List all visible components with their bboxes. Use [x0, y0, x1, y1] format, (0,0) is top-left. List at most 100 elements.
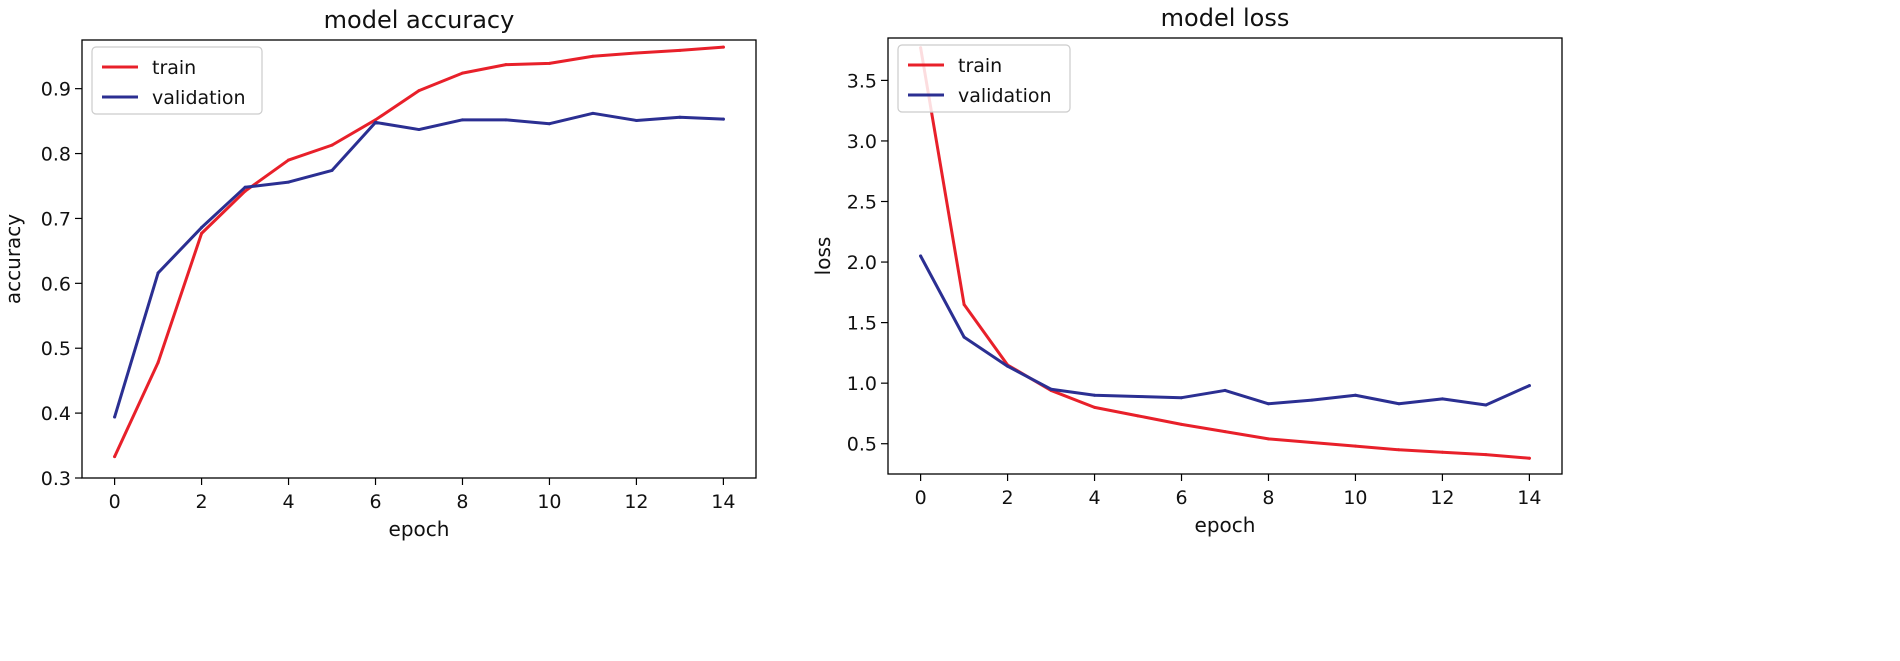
loss-train-point [1397, 448, 1401, 452]
loss-validation-point [1353, 393, 1357, 397]
accuracy-y-tick-label: 0.5 [41, 338, 71, 360]
loss-train-point [1440, 450, 1444, 454]
loss-train-point [1223, 430, 1227, 434]
loss-axes-frame [887, 37, 1563, 475]
accuracy-validation-point [330, 168, 334, 172]
loss-y-tick-label: 3.5 [847, 70, 877, 92]
loss-y-tick-label: 0.5 [847, 434, 877, 456]
accuracy-validation-point [678, 115, 682, 119]
accuracy-validation-point [721, 117, 725, 121]
accuracy-train-point [417, 89, 421, 93]
loss-train-point [1527, 456, 1531, 460]
accuracy-validation-point [417, 128, 421, 132]
loss-train-point [1484, 453, 1488, 457]
loss-validation-point [1136, 394, 1140, 398]
loss-train-point [1310, 441, 1314, 445]
accuracy-train-point [156, 360, 160, 364]
loss-x-tick-label: 6 [1175, 487, 1187, 509]
loss-x-tick-label: 4 [1089, 487, 1101, 509]
loss-validation-point [962, 335, 966, 339]
accuracy-train-point [113, 455, 117, 459]
loss-train-point [1136, 414, 1140, 418]
accuracy-validation-point [156, 271, 160, 275]
accuracy-validation-point [591, 111, 595, 115]
accuracy-x-tick-label: 12 [624, 491, 648, 513]
loss-chart: model loss 0 2 4 6 8 10 12 14 0.5 1.0 1.5 2.0 2.5 3.0 3… [811, 4, 1563, 537]
accuracy-validation-point [113, 415, 117, 419]
accuracy-validation-point [374, 120, 378, 124]
loss-validation-line [919, 254, 1531, 407]
loss-validation-point [919, 254, 923, 258]
accuracy-validation-point [243, 185, 247, 189]
loss-train-point [1180, 422, 1184, 426]
loss-validation-point [1266, 402, 1270, 406]
accuracy-axes-frame [81, 39, 757, 479]
accuracy-x-tick-label: 0 [109, 491, 121, 513]
loss-train-point [1266, 437, 1270, 441]
loss-y-tick-label: 1.5 [847, 313, 877, 335]
loss-x-tick-label: 12 [1430, 487, 1454, 509]
loss-validation-point [1310, 398, 1314, 402]
accuracy-x-tick-label: 4 [283, 491, 295, 513]
accuracy-y-tick-label: 0.6 [41, 273, 71, 295]
loss-legend-validation-label: validation [958, 85, 1052, 107]
loss-validation-point [1527, 384, 1531, 388]
loss-x-tick-label: 2 [1002, 487, 1014, 509]
loss-train-point [1353, 444, 1357, 448]
accuracy-y-tick-label: 0.4 [41, 403, 71, 425]
accuracy-y-axis-label: accuracy [1, 214, 25, 304]
loss-x-tick-label: 8 [1262, 487, 1274, 509]
accuracy-train-point [330, 143, 334, 147]
accuracy-x-axis-label: epoch [389, 517, 450, 541]
loss-validation-point [1397, 402, 1401, 406]
accuracy-x-tick-label: 8 [456, 491, 468, 513]
loss-y-axis-label: loss [811, 237, 835, 276]
loss-validation-point [1006, 364, 1010, 368]
loss-y-tick-label: 1.0 [847, 373, 877, 395]
accuracy-train-point [200, 231, 204, 235]
accuracy-train-point [460, 71, 464, 75]
accuracy-y-tick-label: 0.7 [41, 208, 71, 230]
accuracy-y-tick-label: 0.8 [41, 144, 71, 166]
loss-validation-point [1440, 397, 1444, 401]
accuracy-train-point [504, 63, 508, 67]
loss-validation-point [1484, 403, 1488, 407]
loss-validation-point [1093, 393, 1097, 397]
loss-train-point [1093, 405, 1097, 409]
accuracy-y-tick-label: 0.3 [41, 468, 71, 490]
accuracy-y-tick-label: 0.9 [41, 79, 71, 101]
loss-x-tick-label: 14 [1517, 487, 1541, 509]
accuracy-chart: model accuracy 0 2 4 6 8 10 12 14 0.3 0.4 0.5 0.6 0.7… [1, 6, 757, 541]
loss-y-tick-label: 3.0 [847, 131, 877, 153]
loss-x-tick-label: 0 [915, 487, 927, 509]
accuracy-validation-point [287, 180, 291, 184]
loss-validation-point [1223, 388, 1227, 392]
accuracy-x-tick-label: 14 [711, 491, 735, 513]
accuracy-validation-point [200, 226, 204, 230]
loss-legend-train-label: train [958, 55, 1002, 77]
accuracy-validation-point [547, 122, 551, 126]
loss-chart-title: model loss [1161, 4, 1290, 32]
loss-x-axis-label: epoch [1195, 513, 1256, 537]
accuracy-train-point [634, 51, 638, 55]
accuracy-x-tick-label: 6 [369, 491, 381, 513]
accuracy-train-point [243, 189, 247, 193]
accuracy-train-point [374, 118, 378, 122]
loss-x-tick-label: 10 [1343, 487, 1367, 509]
loss-validation-point [1180, 396, 1184, 400]
accuracy-train-point [287, 158, 291, 162]
accuracy-legend-validation-label: validation [152, 87, 246, 109]
accuracy-train-point [678, 48, 682, 52]
accuracy-x-tick-label: 10 [537, 491, 561, 513]
accuracy-legend-train-label: train [152, 57, 196, 79]
loss-y-tick-label: 2.5 [847, 192, 877, 214]
accuracy-validation-point [634, 118, 638, 122]
accuracy-validation-point [504, 118, 508, 122]
accuracy-train-point [591, 54, 595, 58]
loss-train-point [962, 302, 966, 306]
accuracy-validation-point [460, 118, 464, 122]
accuracy-train-point [721, 45, 725, 49]
accuracy-train-point [547, 61, 551, 65]
accuracy-x-tick-label: 2 [196, 491, 208, 513]
